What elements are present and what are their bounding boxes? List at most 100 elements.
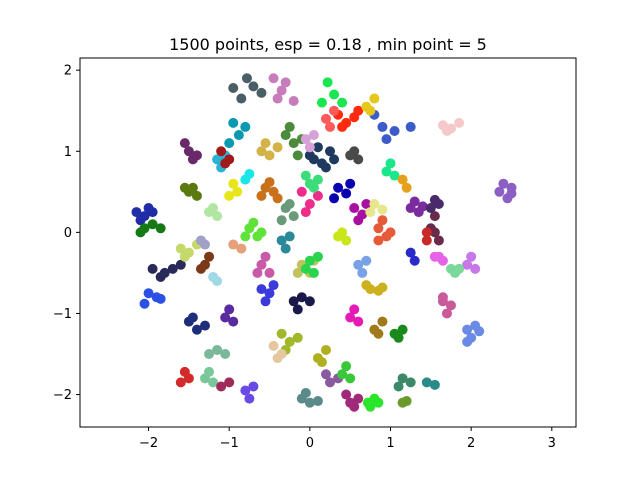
data-point: [280, 77, 291, 88]
data-point: [362, 397, 373, 408]
data-point: [312, 174, 323, 185]
data-point: [191, 324, 202, 335]
data-point: [337, 97, 348, 108]
data-point: [179, 366, 190, 377]
data-point: [357, 267, 368, 278]
data-point: [373, 328, 384, 339]
data-point: [288, 296, 299, 307]
data-point: [175, 377, 186, 388]
data-point: [421, 377, 432, 388]
data-point: [377, 121, 388, 132]
data-point: [349, 203, 360, 214]
data-point: [385, 227, 396, 238]
data-point: [441, 308, 452, 319]
x-tick-label: −2: [139, 436, 158, 451]
data-point: [284, 121, 295, 132]
data-point: [212, 154, 223, 165]
data-point: [498, 178, 509, 189]
data-point: [466, 251, 477, 262]
data-point: [304, 142, 315, 153]
data-point: [312, 251, 323, 262]
data-point: [320, 113, 331, 124]
data-point: [304, 198, 315, 209]
data-point: [377, 204, 388, 215]
data-point: [208, 203, 219, 214]
data-point: [224, 304, 235, 315]
data-point: [325, 146, 336, 157]
data-point: [276, 235, 287, 246]
data-point: [268, 340, 279, 351]
data-point: [312, 396, 323, 407]
data-point: [397, 324, 408, 335]
data-point: [224, 190, 235, 201]
data-point: [401, 182, 412, 193]
data-point: [175, 259, 186, 270]
data-point: [300, 170, 311, 181]
data-point: [506, 188, 517, 199]
data-point: [308, 154, 319, 165]
data-point: [280, 130, 291, 141]
data-point: [191, 190, 202, 201]
data-point: [385, 158, 396, 169]
data-point: [329, 154, 340, 165]
data-point: [341, 188, 352, 199]
data-point: [167, 263, 178, 274]
data-point: [361, 255, 372, 266]
data-point: [216, 146, 227, 157]
data-point: [139, 298, 150, 309]
data-point: [445, 300, 456, 311]
data-point: [175, 243, 186, 254]
data-point: [195, 263, 206, 274]
data-point: [361, 198, 372, 209]
data-point: [204, 366, 215, 377]
data-point: [179, 138, 190, 149]
data-point: [256, 146, 267, 157]
chart-title: 1500 points, esp = 0.18 , min point = 5: [169, 35, 487, 54]
data-point: [212, 344, 223, 355]
data-point: [341, 235, 352, 246]
data-point: [233, 130, 244, 141]
data-point: [474, 326, 485, 337]
data-point: [462, 324, 473, 335]
data-point: [248, 217, 259, 228]
data-point: [220, 312, 231, 323]
data-point: [304, 255, 315, 266]
data-point: [288, 211, 299, 222]
data-point: [329, 105, 340, 116]
data-point: [462, 336, 473, 347]
data-point: [272, 353, 283, 364]
data-point: [308, 267, 319, 278]
data-point: [208, 377, 219, 388]
data-point: [421, 235, 432, 246]
data-point: [244, 168, 255, 179]
data-point: [337, 121, 348, 132]
data-point: [204, 349, 215, 360]
x-tick-label: −1: [220, 436, 239, 451]
data-point: [272, 142, 283, 153]
data-point: [179, 251, 190, 262]
data-point: [232, 186, 243, 197]
data-point: [264, 288, 275, 299]
data-point: [397, 373, 408, 384]
data-point: [256, 284, 267, 295]
x-tick-label: 2: [467, 436, 475, 451]
data-point: [131, 207, 142, 218]
data-point: [405, 377, 416, 388]
data-point: [377, 282, 388, 293]
y-tick-label: 1: [64, 145, 72, 160]
data-point: [345, 178, 356, 189]
data-point: [228, 117, 239, 128]
data-point: [292, 332, 303, 343]
data-point: [228, 178, 239, 189]
data-point: [341, 361, 352, 372]
data-point: [244, 393, 255, 404]
data-point: [224, 377, 235, 388]
data-point: [200, 239, 211, 250]
data-point: [308, 182, 319, 193]
data-point: [369, 198, 380, 209]
data-point: [312, 190, 323, 201]
data-point: [345, 150, 356, 161]
data-point: [224, 138, 235, 149]
data-point: [260, 251, 271, 262]
data-point: [147, 263, 158, 274]
